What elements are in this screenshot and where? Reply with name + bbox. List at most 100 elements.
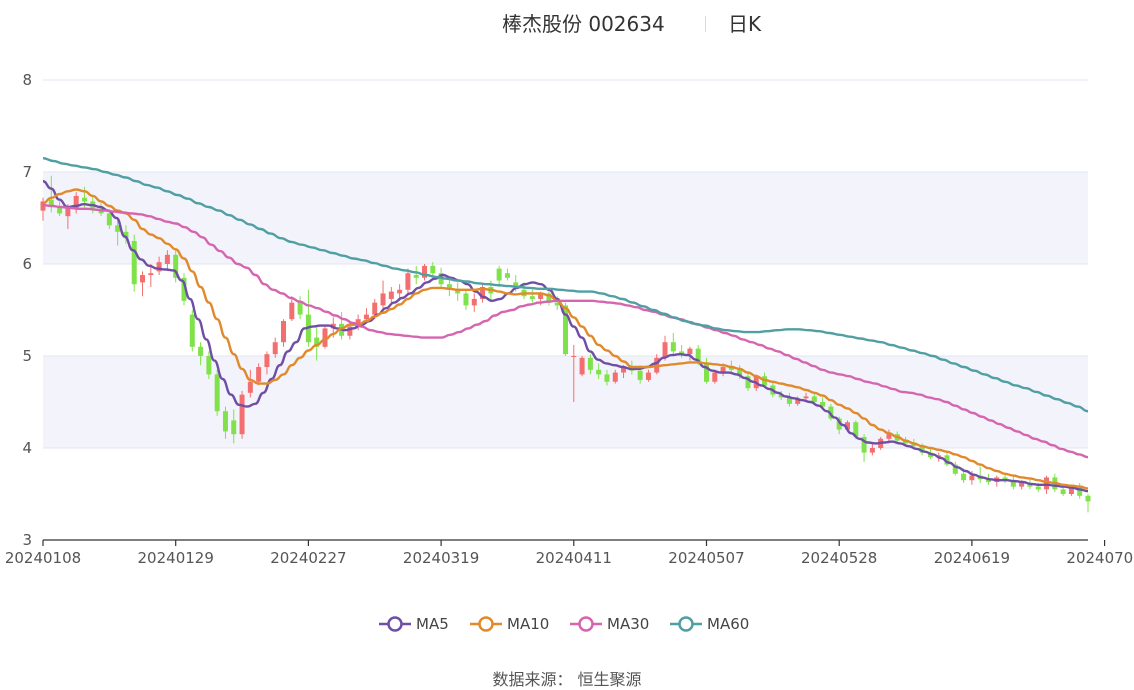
candle-body — [397, 289, 403, 294]
legend-item-ma30[interactable]: MA30 — [569, 612, 649, 636]
candle-body — [554, 302, 560, 306]
candle-body — [1044, 477, 1050, 490]
x-axis: 20240108 20240129 20240227 20240319 20240411… — [5, 539, 1134, 567]
candle-body — [198, 346, 204, 356]
candle-body — [363, 314, 369, 320]
candle-body — [695, 348, 701, 364]
candle-body — [637, 370, 643, 380]
candle-body — [239, 394, 245, 435]
candle-body — [322, 328, 328, 347]
candle-body — [48, 199, 54, 207]
candle-body — [164, 254, 170, 264]
candle-body — [903, 440, 909, 444]
candle-body — [844, 422, 850, 430]
candle-body — [131, 241, 137, 285]
candle-body — [728, 367, 734, 370]
x-tick-label: 20240319 — [403, 549, 479, 567]
candle-body — [272, 342, 278, 355]
candle-body — [148, 273, 154, 276]
candle-body — [869, 448, 875, 453]
candle-body — [645, 372, 651, 380]
candle-body — [446, 284, 452, 290]
grid-band — [43, 356, 1088, 448]
candle-body — [247, 381, 253, 393]
candle-body — [231, 420, 237, 435]
candle-body — [73, 195, 79, 209]
y-tick-label: 4 — [22, 439, 32, 457]
y-tick-label: 8 — [22, 71, 32, 89]
legend-label-ma10: MA10 — [507, 615, 550, 633]
candle-body — [529, 296, 535, 299]
candle-body — [471, 298, 477, 306]
x-tick-label: 20240411 — [536, 549, 612, 567]
candle-body — [621, 367, 627, 373]
candle-body — [563, 305, 568, 355]
legend-label-ma5: MA5 — [416, 615, 449, 633]
candle-body — [969, 475, 975, 481]
candle-body — [853, 422, 859, 437]
legend-label-ma30: MA30 — [607, 615, 650, 633]
y-tick-label: 5 — [22, 347, 32, 365]
candle-body — [463, 293, 469, 306]
legend-swatch-ma60 — [670, 616, 702, 632]
moving-average-lines — [42, 157, 1089, 493]
candle-body — [156, 262, 162, 272]
x-tick-label: 20240507 — [668, 549, 744, 567]
series-line-ma10 — [42, 188, 1089, 490]
legend: MA5 MA10 MA30 MA60 — [0, 612, 1134, 636]
candle-body — [745, 376, 751, 389]
candle-body — [1077, 486, 1083, 496]
candle-body — [703, 363, 709, 382]
series-line-ma5 — [42, 180, 1089, 493]
candle-body — [504, 273, 510, 278]
legend-item-ma10[interactable]: MA10 — [469, 612, 549, 636]
legend-swatch-ma10 — [470, 616, 502, 632]
candle-body — [513, 282, 519, 287]
candle-body — [604, 374, 610, 382]
series-line-ma30 — [42, 203, 1089, 459]
candle-body — [538, 293, 544, 299]
candle-body — [1002, 477, 1008, 481]
candle-body — [1068, 486, 1074, 494]
x-tick-label: 20240129 — [138, 549, 214, 567]
candle-body — [961, 473, 967, 481]
legend-item-ma60[interactable]: MA60 — [669, 612, 749, 636]
candle-body — [57, 206, 63, 214]
candle-body — [720, 367, 726, 373]
candle-body — [388, 291, 394, 299]
candle-body — [206, 356, 212, 375]
title-divider — [705, 16, 706, 32]
candle-body — [214, 374, 220, 412]
candle-body — [919, 446, 925, 453]
candle-body — [820, 402, 826, 407]
candle-body — [861, 436, 867, 453]
candle-body — [405, 273, 411, 290]
candle-body — [264, 354, 270, 368]
candle-body — [314, 337, 320, 347]
candle-body — [1010, 480, 1016, 487]
candle-body — [297, 302, 303, 315]
candle-body — [795, 398, 801, 404]
legend-swatch-ma5 — [379, 616, 411, 632]
candle-body — [952, 464, 958, 474]
candle-body — [115, 225, 121, 232]
candle-body — [430, 265, 436, 274]
candle-body — [189, 314, 195, 347]
candle-body — [123, 231, 129, 239]
x-tick-label: 20240227 — [270, 549, 346, 567]
x-tick-label: 20240709 — [1066, 549, 1134, 567]
y-axis: 3 4 5 6 7 8 — [22, 71, 32, 549]
candle-body — [579, 357, 585, 375]
candle-body — [587, 357, 593, 370]
x-tick-label: 20240528 — [801, 549, 877, 567]
candle-body — [612, 372, 618, 382]
candle-body — [480, 287, 486, 299]
candle-body — [355, 319, 361, 327]
candle-body — [944, 455, 950, 465]
y-tick-label: 3 — [22, 531, 32, 549]
legend-item-ma5[interactable]: MA5 — [378, 612, 449, 636]
candle-body — [81, 197, 87, 202]
candle-body — [662, 342, 668, 358]
candle-body — [803, 396, 809, 399]
